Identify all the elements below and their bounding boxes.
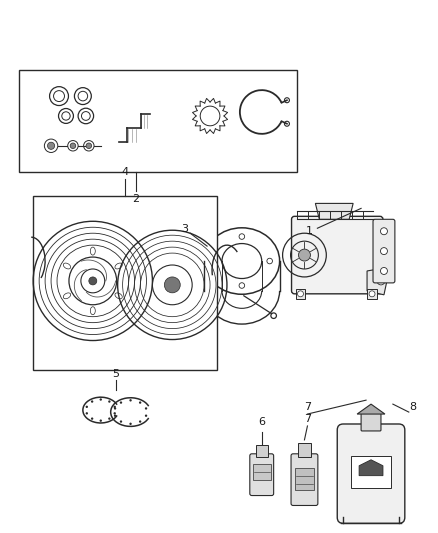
Ellipse shape (90, 307, 95, 314)
Text: 5: 5 (112, 369, 119, 379)
Circle shape (86, 143, 92, 149)
FancyBboxPatch shape (256, 445, 268, 457)
Circle shape (99, 419, 102, 422)
Circle shape (89, 277, 97, 285)
Circle shape (85, 406, 88, 408)
Bar (33, 197, 217, 370)
Circle shape (297, 291, 304, 297)
Circle shape (120, 401, 122, 404)
Text: 6: 6 (258, 417, 265, 427)
Ellipse shape (64, 293, 71, 298)
Circle shape (108, 400, 110, 403)
Text: 7: 7 (304, 402, 311, 412)
Bar (253, 464, 271, 480)
Text: 2: 2 (133, 195, 140, 205)
Circle shape (120, 421, 122, 423)
Bar (296, 289, 305, 299)
Circle shape (91, 417, 93, 420)
Circle shape (145, 407, 147, 410)
Polygon shape (367, 268, 387, 295)
FancyBboxPatch shape (291, 454, 318, 505)
FancyBboxPatch shape (250, 454, 274, 496)
FancyBboxPatch shape (361, 413, 381, 431)
Circle shape (85, 412, 88, 415)
Text: 7: 7 (304, 414, 311, 424)
Circle shape (381, 268, 388, 274)
Polygon shape (357, 404, 385, 414)
Circle shape (381, 248, 388, 255)
Bar (19, 70, 297, 172)
Circle shape (377, 277, 385, 285)
Text: 1: 1 (306, 226, 313, 236)
Circle shape (113, 406, 116, 408)
Polygon shape (359, 460, 383, 475)
FancyBboxPatch shape (373, 219, 395, 283)
FancyBboxPatch shape (292, 216, 383, 294)
Circle shape (47, 142, 55, 149)
FancyBboxPatch shape (337, 424, 405, 523)
Circle shape (99, 398, 102, 401)
Text: 8: 8 (409, 402, 417, 412)
Circle shape (164, 277, 180, 293)
Circle shape (129, 423, 132, 425)
Circle shape (139, 421, 141, 423)
Circle shape (145, 415, 147, 417)
Ellipse shape (115, 293, 122, 298)
Polygon shape (315, 204, 353, 219)
Circle shape (113, 412, 116, 415)
FancyBboxPatch shape (298, 443, 311, 457)
Circle shape (70, 143, 76, 149)
Circle shape (381, 228, 388, 235)
Ellipse shape (115, 263, 122, 269)
Circle shape (91, 400, 93, 403)
Bar (367, 289, 377, 299)
Circle shape (129, 399, 132, 401)
Circle shape (298, 249, 311, 261)
Bar (294, 468, 314, 490)
Circle shape (114, 415, 116, 417)
Ellipse shape (90, 247, 95, 255)
Text: 3: 3 (181, 224, 188, 234)
Circle shape (139, 401, 141, 404)
Bar (351, 456, 391, 488)
Circle shape (114, 407, 116, 410)
Circle shape (369, 291, 375, 297)
Circle shape (108, 417, 110, 420)
Text: 4: 4 (121, 167, 129, 176)
Ellipse shape (64, 263, 71, 269)
